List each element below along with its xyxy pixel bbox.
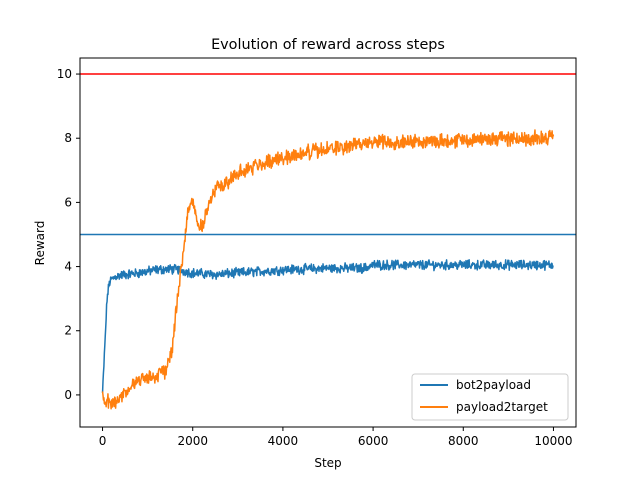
x-tick-label: 4000 [268, 434, 299, 448]
y-tick-label: 0 [64, 388, 72, 402]
x-tick-label: 6000 [358, 434, 389, 448]
series-layer [101, 129, 555, 410]
x-tick-label: 10000 [534, 434, 572, 448]
y-tick-label: 8 [64, 131, 72, 145]
y-tick-label: 2 [64, 324, 72, 338]
reference-lines [80, 73, 576, 236]
legend: bot2payload payload2target [411, 373, 569, 421]
x-tick-label: 8000 [448, 434, 479, 448]
legend-label-payload2target: payload2target [456, 400, 548, 414]
plot-area [80, 58, 576, 427]
legend-box [411, 373, 569, 421]
x-tick-label: 2000 [177, 434, 208, 448]
y-tick-label: 4 [64, 260, 72, 274]
x-axis-label: Step [314, 456, 341, 470]
y-axis-ticks: 0 2 4 6 8 10 [57, 67, 80, 402]
plot-frame [79, 57, 577, 428]
legend-label-bot2payload: bot2payload [456, 378, 531, 392]
series-line-bot2payload [101, 258, 554, 393]
y-tick-label: 10 [57, 67, 72, 81]
y-axis-label: Reward [33, 221, 47, 266]
chart-title: Evolution of reward across steps [211, 37, 445, 53]
series-line-payload2target [101, 129, 555, 410]
y-tick-label: 6 [64, 195, 72, 209]
x-axis-ticks: 0 2000 4000 6000 8000 10000 [99, 427, 573, 448]
x-tick-label: 0 [99, 434, 107, 448]
